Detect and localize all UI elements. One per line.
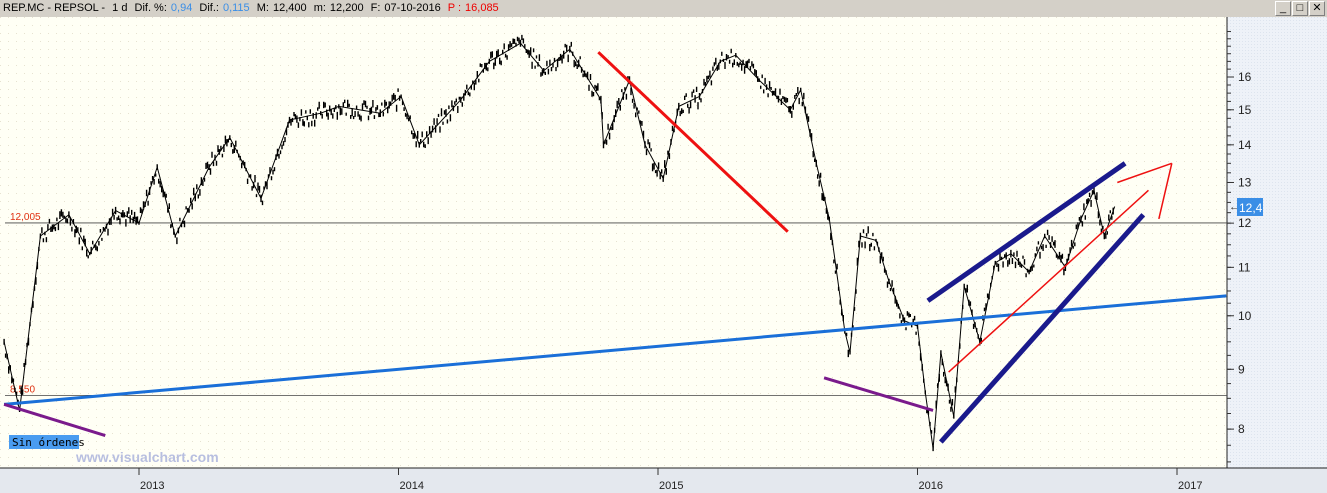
min: 12,200 [329, 2, 364, 14]
x-tick-label: 2015 [659, 480, 683, 492]
chart-header: REP.MC - REPSOL - 1 d Dif. %: 0,94 Dif.: 0… [0, 0, 1327, 17]
orders-badge[interactable]: Sin órdenes [9, 435, 85, 449]
trendline-red[interactable] [1158, 163, 1173, 220]
min-label: m: [313, 2, 326, 14]
x-axis-panel [0, 468, 1327, 493]
period: 1 d [112, 2, 128, 14]
y-tick-label: 9 [1238, 362, 1245, 376]
y-tick-label: 11 [1238, 260, 1251, 274]
trendline-purple[interactable] [823, 376, 934, 412]
trendline-purple[interactable] [3, 402, 106, 437]
y-tick-label: 14 [1238, 138, 1252, 152]
dif: 0,115 [222, 2, 250, 14]
arrow-left-icon: ← [1229, 201, 1240, 213]
trendline-red[interactable] [948, 189, 1149, 373]
y-tick-label: 16 [1238, 70, 1252, 84]
p-label: P : [447, 2, 462, 14]
x-tick-label: 2016 [919, 480, 943, 492]
trendline-red[interactable] [597, 51, 789, 233]
trendline-blue_trend[interactable] [3, 294, 1227, 406]
max-label: M: [256, 2, 269, 14]
p-value: 16,085 [465, 2, 499, 14]
trendline-red[interactable] [1117, 162, 1173, 184]
y-tick-label: 10 [1238, 309, 1252, 323]
last-price-tag: ← 12,4 [1229, 198, 1263, 216]
x-tick-label: 2017 [1178, 480, 1202, 492]
symbol: REP.MC - REPSOL - [3, 2, 106, 14]
y-tick-label: 12 [1238, 216, 1252, 230]
trendline-navy[interactable] [938, 213, 1146, 444]
minimize-button[interactable]: _ [1275, 1, 1291, 16]
dif-pct: 0,94 [170, 2, 193, 14]
maximize-button[interactable]: □ [1292, 1, 1308, 16]
close-button[interactable]: ✕ [1309, 1, 1325, 16]
x-tick-label: 2014 [400, 480, 424, 492]
level-label: 12,005 [10, 212, 41, 223]
y-tick-label: 8 [1238, 422, 1245, 436]
date-label: F: [370, 2, 381, 14]
x-tick-label: 2013 [140, 480, 164, 492]
last-price: 12,4 [1239, 201, 1263, 215]
dif-label: Dif.: [199, 2, 219, 14]
watermark: www.visualchart.com [75, 449, 219, 465]
date: 07-10-2016 [384, 2, 441, 14]
price-line [3, 42, 1116, 449]
max: 12,400 [272, 2, 307, 14]
plot-area [0, 17, 1227, 468]
y-axis-panel [1227, 17, 1327, 468]
y-tick-label: 13 [1238, 175, 1252, 189]
trendline-navy[interactable] [926, 161, 1127, 303]
orders-badge-label: Sin órdenes [12, 436, 85, 449]
y-tick-label: 15 [1238, 103, 1252, 117]
dif-pct-label: Dif. %: [134, 2, 167, 14]
